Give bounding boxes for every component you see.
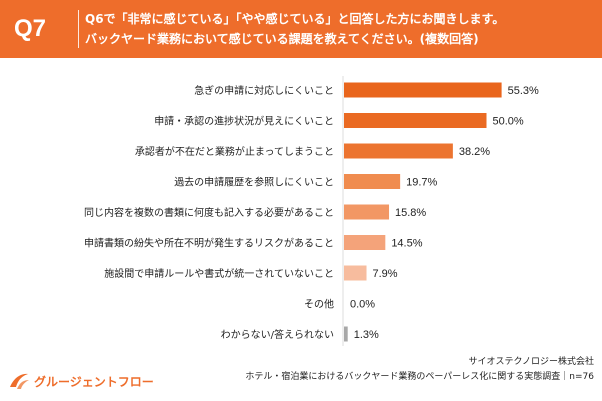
category-label: わからない/答えられない [221,328,334,341]
category-label: 急ぎの申請に対応しにくいこと [194,84,334,97]
brand-logo: グルージェントフロー [8,366,154,396]
value-label: 7.9% [373,268,398,280]
question-line-1: Q6で「非常に感じている」「やや感じている」と回答した方にお聞きします。 [85,12,505,26]
bar [344,326,348,342]
bar [344,82,502,98]
bar [344,113,487,128]
bar-chart: 急ぎの申請に対応しにくいこと 55.3% 申請・承認の進捗状況が見えにくいこと 50.… [84,76,539,346]
bar [344,143,453,159]
value-label: 0.0% [350,299,375,311]
category-label: 承認者が不在だと業務が止まってしまうこと [135,145,334,158]
bar [344,265,367,281]
question-text: Q6で「非常に感じている」「やや感じている」と回答した方にお聞きします。 バック… [85,9,597,49]
value-label: 15.8% [395,207,426,219]
category-label: 同じ内容を複数の書類に何度も記入する必要があること [84,206,334,219]
header-divider [78,10,79,48]
value-label: 38.2% [459,146,490,158]
category-label: 申請・承認の進捗状況が見えにくいこと [154,115,334,128]
bar [344,174,401,189]
question-number: Q7 [14,15,47,42]
value-label: 50.0% [493,116,524,128]
value-label: 1.3% [354,329,379,341]
question-header: Q7 Q6で「非常に感じている」「やや感じている」と回答した方にお聞きします。 … [0,0,602,58]
swoosh-logo-icon [10,373,29,389]
category-label: その他 [304,298,334,311]
source-note: サイオステクノロジー株式会社 ホテル・宿泊業におけるバックヤード業務のペーパーレ… [245,355,594,385]
value-label: 14.5% [391,238,422,250]
value-label: 55.3% [508,85,539,97]
survey-name: ホテル・宿泊業におけるバックヤード業務のペーパーレス化に関する実態調査｜n=76 [245,372,594,382]
question-line-2: バックヤード業務において感じている課題を教えてください。(複数回答) [85,32,479,46]
category-label: 過去の申請履歴を参照しにくいこと [174,176,334,189]
logo-text: グルージェントフロー [34,374,154,389]
bar [344,235,386,250]
category-label: 申請書類の紛失や所在不明が発生するリスクがあること [84,237,334,250]
value-label: 19.7% [406,177,437,189]
bar [344,204,390,220]
company-name: サイオステクノロジー株式会社 [468,357,594,367]
category-label: 施設間で申請ルールや書式が統一されていないこと [104,267,334,280]
